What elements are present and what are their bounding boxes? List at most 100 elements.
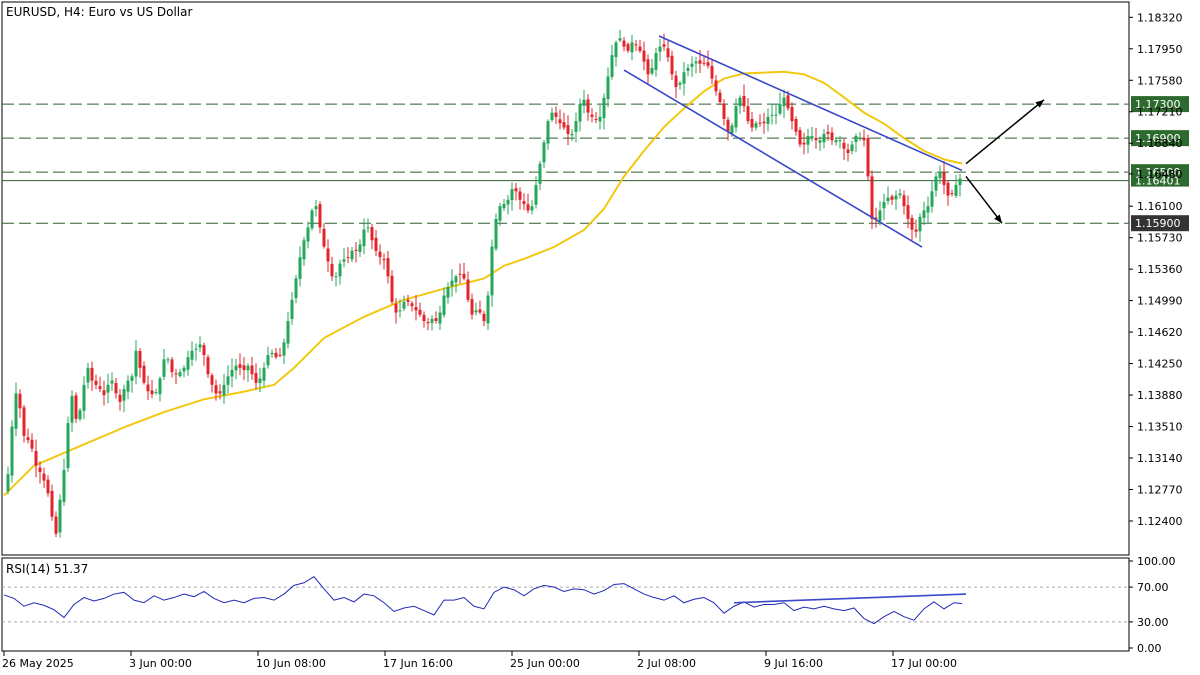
- candle-bear: [354, 249, 358, 251]
- candle-bull: [10, 426, 14, 476]
- candle-bull: [658, 46, 662, 52]
- x-tick-label: 10 Jun 08:00: [256, 657, 326, 670]
- candle-bull: [550, 112, 554, 120]
- candle-bull: [398, 310, 402, 312]
- candle-bull: [106, 384, 110, 393]
- candle-bull: [766, 116, 770, 124]
- candle-bear: [278, 354, 282, 356]
- candle-bull: [810, 135, 814, 139]
- x-tick-label: 3 Jun 00:00: [129, 657, 192, 670]
- rsi-indicator: 100.00 70.00 30.00 0.00: [2, 555, 1176, 655]
- candle-bull: [446, 287, 450, 298]
- candle-bull: [294, 278, 298, 299]
- candle-bear: [26, 437, 30, 441]
- y-tick-label: 1.17950: [1137, 43, 1183, 56]
- candle-bull: [898, 193, 902, 196]
- y-tick-label: 1.13140: [1137, 452, 1183, 465]
- candle-bull: [122, 389, 126, 401]
- y-tick-label: 1.14990: [1137, 295, 1183, 308]
- moving-average: [3, 70, 963, 497]
- candle-bull: [186, 357, 190, 370]
- bullish-arrow-head: [1035, 99, 1044, 108]
- candle-bear: [458, 273, 462, 275]
- candle-bull: [614, 42, 618, 58]
- candle-bull: [226, 376, 230, 385]
- candle-bear: [254, 372, 258, 383]
- candle-bear: [410, 303, 414, 307]
- x-tick-label: 17 Jun 16:00: [383, 657, 453, 670]
- candle-bull: [350, 250, 354, 260]
- x-tick-label: 2 Jul 08:00: [637, 657, 696, 670]
- candle-bear: [422, 314, 426, 322]
- candle-bear: [54, 516, 58, 534]
- candle-bear: [470, 299, 474, 315]
- candle-bull: [502, 204, 506, 209]
- candle-bear: [622, 40, 626, 47]
- candle-bull: [938, 172, 942, 179]
- candle-bull: [310, 210, 314, 229]
- candle-bull: [570, 133, 574, 136]
- candle-bear: [118, 394, 122, 402]
- candle-bear: [34, 450, 38, 466]
- candle-bull: [602, 97, 606, 119]
- candle-bear: [210, 375, 214, 385]
- candle-bull: [78, 410, 82, 420]
- candle-bear: [638, 46, 642, 51]
- candle-bear: [482, 313, 486, 322]
- candle-bear: [242, 365, 246, 370]
- candle-bear: [138, 350, 142, 368]
- candle-bear: [706, 62, 710, 66]
- candle-bear: [902, 195, 906, 207]
- candle-bear: [22, 407, 26, 436]
- candle-bear: [250, 365, 254, 375]
- level-price-box: [1131, 215, 1189, 232]
- candle-bear: [238, 364, 242, 368]
- candle-bull: [198, 344, 202, 348]
- y-tick-label: 1.14250: [1137, 358, 1183, 371]
- y-tick-label: 1.17210: [1137, 106, 1183, 119]
- candle-bull: [286, 321, 290, 344]
- candle-bear: [394, 303, 398, 313]
- y-tick-label: 1.14620: [1137, 326, 1183, 339]
- candles: [6, 29, 962, 538]
- candle-bear: [462, 273, 466, 279]
- candle-bear: [714, 80, 718, 92]
- candle-bull: [234, 365, 238, 371]
- candle-bear: [326, 248, 330, 262]
- candle-bull: [366, 227, 370, 229]
- candle-bear: [142, 365, 146, 383]
- candle-bull: [166, 359, 170, 361]
- candle-bear: [594, 118, 598, 120]
- candle-bull: [618, 38, 622, 41]
- candle-bear: [846, 149, 850, 154]
- y-tick-label: 1.13880: [1137, 389, 1183, 402]
- candle-bear: [910, 217, 914, 230]
- candle-bear: [798, 130, 802, 145]
- candle-bull: [194, 348, 198, 350]
- candle-bear: [790, 106, 794, 122]
- candle-bull: [486, 295, 490, 324]
- candle-bull: [262, 367, 266, 381]
- candle-bear: [390, 275, 394, 302]
- candle-bull: [134, 350, 138, 377]
- candle-bull: [454, 276, 458, 283]
- candle-bull: [474, 310, 478, 313]
- candle-bear: [30, 439, 34, 449]
- main-panel-frame: [1, 1, 1130, 556]
- candle-bear: [42, 473, 46, 481]
- candle-bull: [630, 42, 634, 53]
- candle-bear: [702, 62, 706, 64]
- y-tick-label: 1.12770: [1137, 483, 1183, 496]
- candle-bear: [74, 395, 78, 419]
- candle-bear: [842, 142, 846, 149]
- y-tick-label: 1.12400: [1137, 515, 1183, 528]
- candle-bear: [46, 479, 50, 494]
- candle-bull: [538, 163, 542, 184]
- current-price-label: 1.16401: [1135, 175, 1181, 188]
- candle-bull: [6, 474, 10, 492]
- candle-bull: [782, 97, 786, 107]
- candle-bear: [710, 65, 714, 79]
- candle-bear: [50, 490, 54, 517]
- candle-bull: [178, 372, 182, 377]
- candle-bear: [718, 92, 722, 102]
